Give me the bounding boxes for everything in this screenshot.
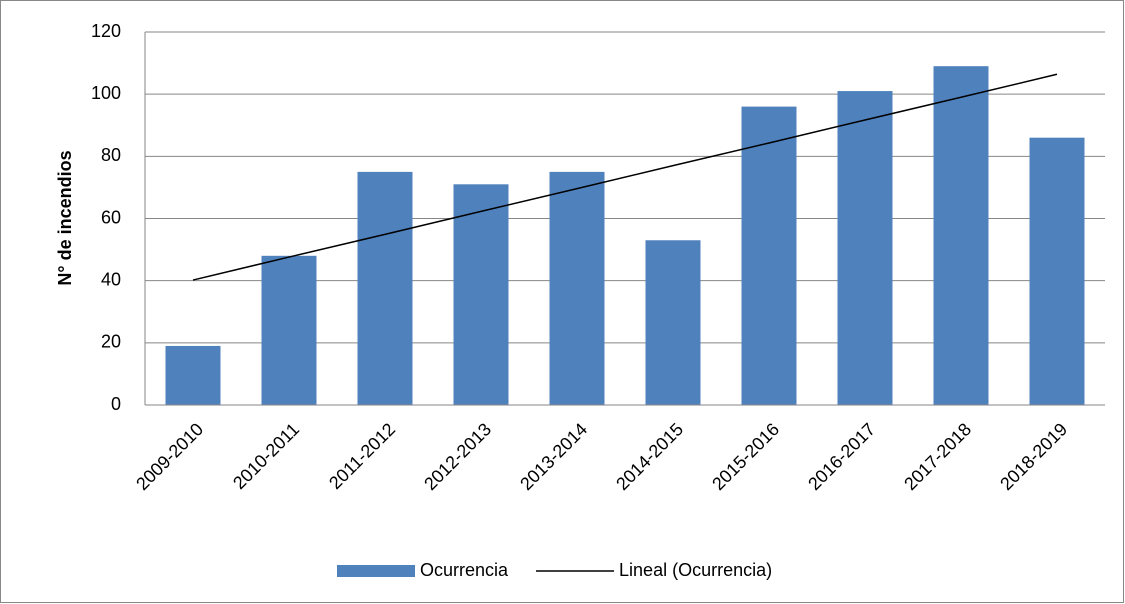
legend-label: Lineal (Ocurrencia) (619, 560, 772, 580)
bar (165, 345, 221, 405)
bar (453, 184, 509, 405)
y-tick-label: 0 (111, 394, 121, 414)
y-tick-label: 120 (91, 21, 121, 41)
legend-swatch (337, 565, 415, 577)
bar (933, 66, 989, 406)
y-axis-label: N° de incendios (55, 150, 75, 285)
trend-line (192, 73, 1058, 281)
y-tick-label: 100 (91, 83, 121, 103)
y-tick-label: 80 (101, 145, 121, 165)
y-tick-label: 60 (101, 207, 121, 227)
bar (549, 171, 605, 405)
bar (837, 91, 893, 405)
bar (261, 255, 317, 405)
legend-label: Ocurrencia (420, 560, 509, 580)
y-tick-label: 40 (101, 269, 121, 289)
bar (357, 171, 413, 405)
bar (645, 240, 701, 405)
bar (741, 106, 797, 405)
bar (1029, 137, 1085, 405)
y-tick-label: 20 (101, 332, 121, 352)
